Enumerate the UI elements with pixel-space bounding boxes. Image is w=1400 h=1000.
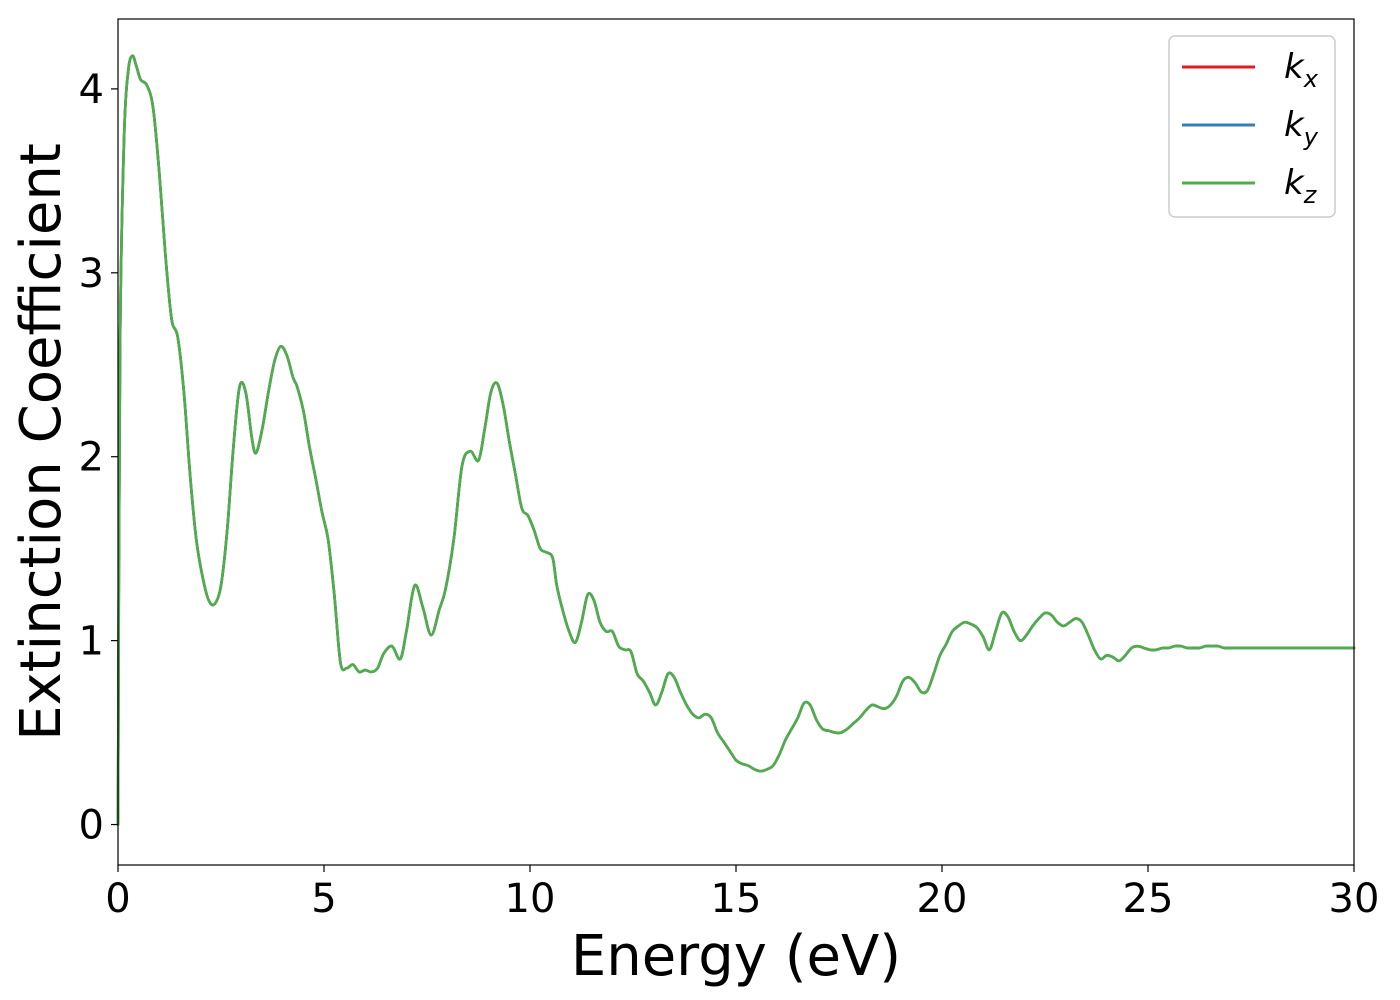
x-tick-label: 5 <box>311 876 336 922</box>
x-tick-label: 20 <box>917 876 968 922</box>
y-tick-label: 3 <box>79 251 104 297</box>
y-tick-label: 1 <box>79 619 104 665</box>
series-line-kz <box>116 54 1356 826</box>
y-tick-label: 0 <box>79 803 104 849</box>
x-tick-label: 30 <box>1329 876 1380 922</box>
y-tick-label: 2 <box>79 435 104 481</box>
legend-label-kx: kx <box>1284 47 1319 93</box>
legend: kx ky kz <box>1168 35 1336 218</box>
y-axis-ticks: 0 1 2 3 4 <box>79 67 118 849</box>
series-layer <box>116 54 1356 826</box>
legend-label-kz: kz <box>1284 163 1318 209</box>
x-axis-label: Energy (eV) <box>571 924 901 989</box>
x-tick-label: 15 <box>711 876 762 922</box>
x-tick-label: 25 <box>1123 876 1174 922</box>
y-axis-label: Extinction Coefficient <box>9 143 74 741</box>
x-tick-label: 10 <box>505 876 556 922</box>
legend-label-ky: ky <box>1284 105 1319 151</box>
y-tick-label: 4 <box>79 67 104 113</box>
x-tick-label: 0 <box>105 876 130 922</box>
x-axis-ticks: 0 5 10 15 20 25 30 <box>105 865 1379 922</box>
